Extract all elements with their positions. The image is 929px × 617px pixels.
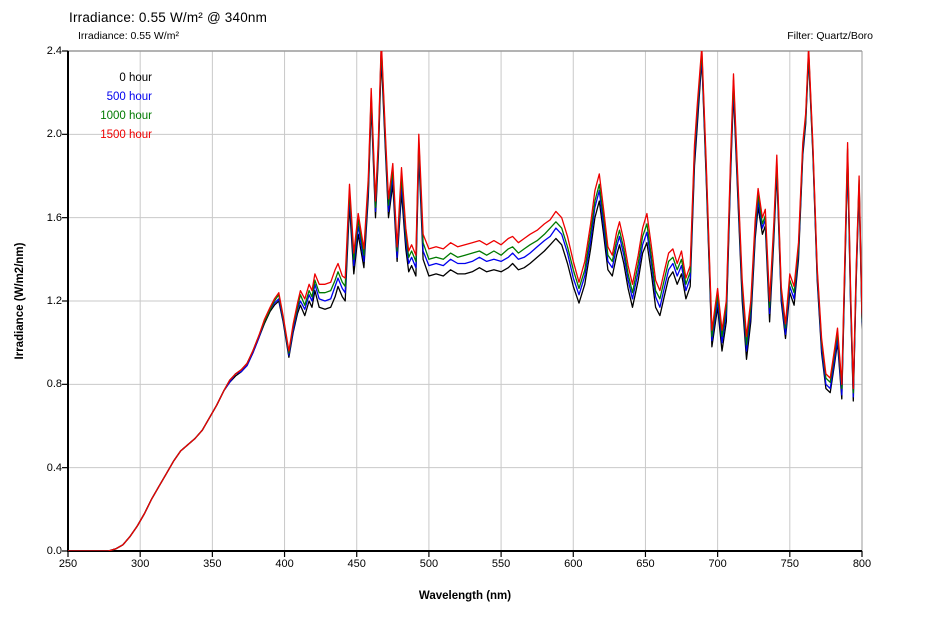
x-tick-label: 700 xyxy=(708,558,727,570)
y-tick-label: 1.2 xyxy=(46,295,62,307)
series-1500-hour xyxy=(68,51,862,551)
y-axis-label: Irradiance (W/m2/nm) xyxy=(14,242,26,360)
x-tick-label: 450 xyxy=(347,558,366,570)
y-tick-label: 0.4 xyxy=(46,461,62,474)
x-tick-label: 500 xyxy=(419,558,439,570)
x-tick-label: 750 xyxy=(780,558,799,570)
chart-title: Irradiance: 0.55 W/m² @ 340nm xyxy=(69,10,268,25)
legend: 0 hour 500 hour 1000 hour 1500 hour xyxy=(66,69,152,145)
x-tick-label: 550 xyxy=(491,558,511,570)
series-lines xyxy=(68,51,862,551)
filter-label: Filter: Quartz/Boro xyxy=(787,30,873,42)
y-tick-label: 0.0 xyxy=(46,545,62,557)
x-axis-label: Wavelength (nm) xyxy=(418,590,512,602)
y-tick-label: 0.8 xyxy=(46,378,62,391)
x-tick-label: 250 xyxy=(58,558,78,570)
tick-marks xyxy=(62,50,863,557)
chart-subtitle: Irradiance: 0.55 W/m² xyxy=(78,30,179,42)
x-tick-label: 350 xyxy=(203,558,222,570)
legend-item-1500-hour: 1500 hour xyxy=(100,129,152,141)
x-tick-label: 400 xyxy=(275,558,294,570)
x-tick-label: 600 xyxy=(564,558,583,570)
legend-item-1000-hour: 1000 hour xyxy=(100,110,152,122)
y-tick-label: 2.0 xyxy=(46,128,62,141)
x-tick-label: 800 xyxy=(852,558,872,570)
x-tick-label: 300 xyxy=(130,558,150,570)
legend-item-500-hour: 500 hour xyxy=(106,91,152,103)
x-tick-label: 650 xyxy=(636,558,655,570)
y-tick-label: 1.6 xyxy=(46,211,62,224)
y-tick-label: 2.4 xyxy=(46,45,62,57)
legend-item-0-hour: 0 hour xyxy=(119,72,152,84)
